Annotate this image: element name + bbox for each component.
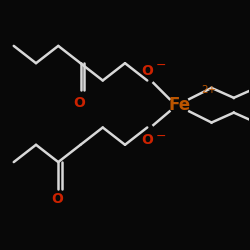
Text: −: −: [156, 59, 166, 72]
Text: −: −: [156, 130, 166, 142]
Text: O: O: [141, 133, 153, 147]
Text: O: O: [51, 192, 63, 206]
Text: O: O: [141, 64, 153, 78]
Text: Fe: Fe: [168, 96, 190, 114]
Text: 2+: 2+: [202, 86, 217, 96]
Text: O: O: [73, 96, 85, 110]
